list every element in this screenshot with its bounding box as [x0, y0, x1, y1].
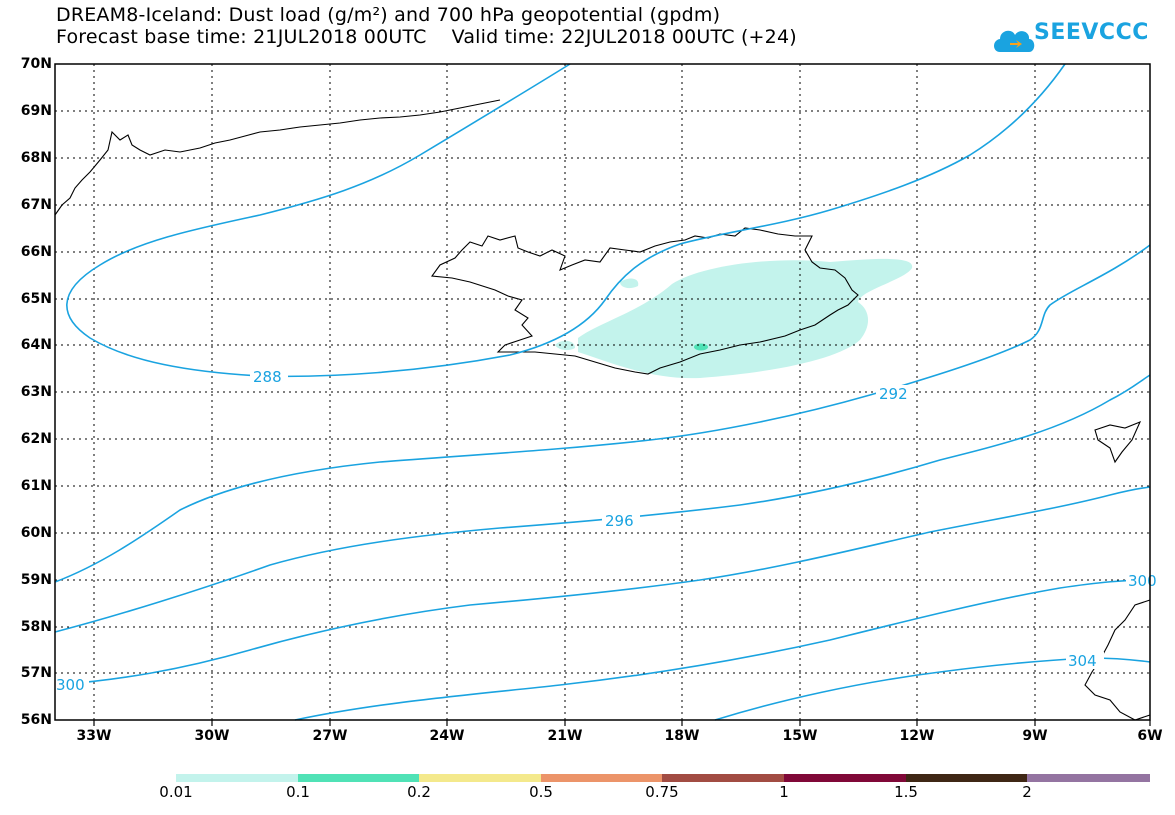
lon-label-12w: 12W — [899, 728, 935, 744]
arrow-icon — [1010, 40, 1022, 48]
cloud-icon — [994, 30, 1035, 52]
lat-label-67n: 67N — [20, 197, 52, 213]
contour-292 — [54, 244, 1151, 583]
contour-label-292: 292 — [879, 385, 908, 403]
contour-296 — [54, 374, 1151, 633]
contour-label-300-west: 300 — [56, 676, 85, 694]
lat-label-63n: 63N — [20, 384, 52, 400]
colorbar-label-0.2: 0.2 — [407, 783, 431, 801]
lat-label-70n: 70N — [20, 56, 52, 72]
colorbar-segment — [1027, 774, 1150, 782]
lat-label-69n: 69N — [20, 103, 52, 119]
colorbar-label-0.5: 0.5 — [529, 783, 553, 801]
contour-label-296: 296 — [605, 512, 634, 530]
lon-label-30w: 30W — [194, 728, 230, 744]
title-line-2: Forecast base time: 21JUL2018 00UTC Vali… — [56, 26, 797, 48]
colorbar-segment — [784, 774, 906, 782]
colorbar-label-0.1: 0.1 — [286, 783, 310, 801]
contour-300 — [54, 486, 1151, 686]
contour-labels: 288 292 296 300 300 304 — [55, 368, 1157, 694]
colorbar-segment — [906, 774, 1027, 782]
scotland-coast — [1084, 599, 1151, 721]
colorbar-segment — [298, 774, 419, 782]
lon-label-9w: 9W — [1022, 728, 1048, 744]
lat-label-65n: 65N — [20, 291, 52, 307]
colorbar-label-0.75: 0.75 — [645, 783, 679, 801]
lat-label-59n: 59N — [20, 572, 52, 588]
colorbar-label-1: 1 — [779, 783, 789, 801]
colorbar-segment — [176, 774, 298, 782]
colorbar-segment — [662, 774, 784, 782]
lon-label-24w: 24W — [429, 728, 465, 744]
lat-label-57n: 57N — [20, 665, 52, 681]
colorbar-segment — [541, 774, 662, 782]
colorbar-label-1.5: 1.5 — [894, 783, 918, 801]
map-frame — [54, 63, 1151, 721]
contour-label-288: 288 — [253, 368, 282, 386]
lon-label-18w: 18W — [664, 728, 700, 744]
geopotential-contours — [54, 63, 1151, 721]
faroe-shetland-coast — [1094, 420, 1142, 464]
colorbar-label-2: 2 — [1022, 783, 1032, 801]
lat-label-56n: 56N — [20, 712, 52, 728]
lat-label-66n: 66N — [20, 244, 52, 260]
axis-ticks — [93, 720, 1151, 726]
iceland-coast — [430, 227, 859, 375]
contour-288 — [66, 63, 1066, 378]
colorbar-label-0.01: 0.01 — [159, 783, 193, 801]
contour-label-304: 304 — [1068, 652, 1097, 670]
logo-text: SEEVCCC — [1034, 20, 1149, 45]
lon-label-21w: 21W — [547, 728, 583, 744]
contour-300b — [294, 579, 1151, 721]
lon-label-15w: 15W — [782, 728, 818, 744]
lat-label-64n: 64N — [20, 337, 52, 353]
lon-label-27w: 27W — [312, 728, 348, 744]
lon-label-33w: 33W — [76, 728, 112, 744]
contour-304 — [714, 657, 1151, 721]
colorbar-segment — [419, 774, 541, 782]
lat-label-58n: 58N — [20, 619, 52, 635]
contour-label-300-east: 300 — [1128, 572, 1157, 590]
graticule — [55, 64, 1150, 720]
dust-plume — [555, 258, 913, 379]
coastlines — [54, 99, 1151, 721]
seevccc-logo — [994, 30, 1035, 52]
lat-label-68n: 68N — [20, 150, 52, 166]
greenland-coast — [54, 99, 501, 216]
lat-label-60n: 60N — [20, 525, 52, 541]
lat-label-61n: 61N — [20, 478, 52, 494]
lon-label-6w: 6W — [1137, 728, 1163, 744]
title-line-1: DREAM8-Iceland: Dust load (g/m²) and 700… — [56, 4, 721, 26]
lat-label-62n: 62N — [20, 431, 52, 447]
